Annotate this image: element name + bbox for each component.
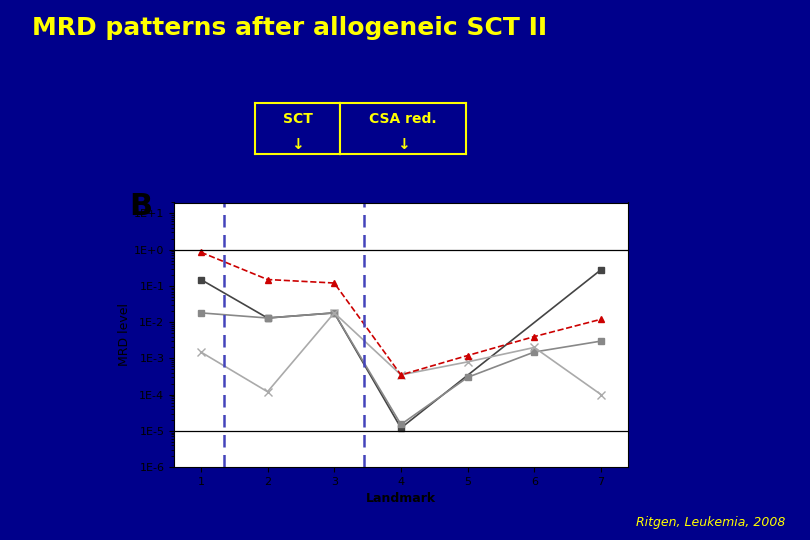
- Text: CSA red.: CSA red.: [369, 112, 437, 126]
- Text: B: B: [129, 192, 152, 221]
- Text: SCT: SCT: [283, 112, 313, 126]
- Text: ↓: ↓: [292, 137, 304, 152]
- Text: Ritgen, Leukemia, 2008: Ritgen, Leukemia, 2008: [637, 516, 786, 529]
- Text: ↓: ↓: [397, 137, 409, 152]
- Text: MRD patterns after allogeneic SCT II: MRD patterns after allogeneic SCT II: [32, 16, 548, 40]
- X-axis label: Landmark: Landmark: [366, 492, 436, 505]
- Y-axis label: MRD level: MRD level: [118, 303, 131, 366]
